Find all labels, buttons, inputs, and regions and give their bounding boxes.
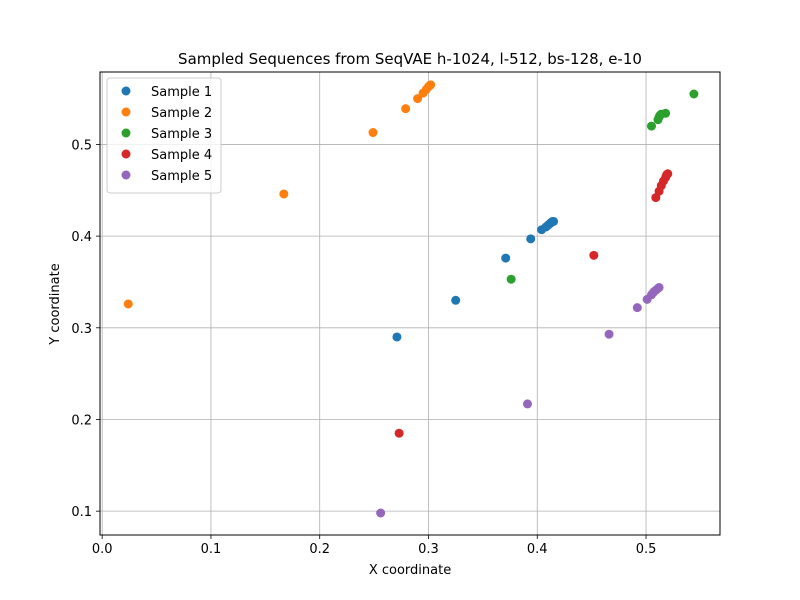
legend-label-sample-5: Sample 5 [151, 169, 212, 184]
legend-label-sample-4: Sample 4 [151, 148, 212, 163]
grid-lines [100, 72, 720, 535]
x-tick-label: 0.5 [636, 542, 657, 557]
data-point-sample-2 [413, 94, 423, 104]
axis-ticks: 0.0 0.1 0.2 0.3 0.4 0.5 0.1 0.2 0.3 0.4 0.5 [71, 138, 656, 557]
plot-frame [99, 71, 721, 536]
data-point-sample-5 [632, 303, 642, 313]
data-point-sample-5 [654, 282, 664, 292]
data-point-sample-4 [394, 428, 404, 438]
chart-title: Sampled Sequences from SeqVAE h-1024, l-… [178, 50, 642, 68]
legend-marker-sample-4 [121, 149, 131, 159]
x-tick-label: 0.4 [527, 542, 548, 557]
x-tick-label: 0.2 [309, 542, 330, 557]
data-point-sample-1 [451, 295, 461, 305]
data-point-sample-2 [426, 80, 436, 90]
data-point-sample-2 [279, 189, 289, 199]
data-point-sample-1 [501, 253, 511, 263]
data-point-sample-5 [522, 399, 532, 409]
data-point-sample-4 [589, 250, 599, 260]
data-point-sample-3 [646, 121, 656, 131]
x-tick-label: 0.3 [418, 542, 439, 557]
data-point-sample-2 [123, 299, 133, 309]
legend: Sample 1 Sample 2 Sample 3 Sample 4 Sample 5 [106, 77, 222, 194]
data-points [123, 80, 699, 518]
x-axis-label: X coordinate [369, 563, 451, 578]
x-tick-label: 0.0 [92, 542, 113, 557]
y-tick-label: 0.1 [71, 505, 92, 520]
data-point-sample-1 [526, 234, 536, 244]
data-point-sample-1 [392, 332, 402, 342]
y-tick-label: 0.4 [71, 230, 92, 245]
data-point-sample-5 [604, 329, 614, 339]
y-axis-label: Y coordinate [48, 263, 63, 345]
legend-box [106, 77, 222, 194]
data-point-sample-1 [549, 216, 559, 226]
data-point-sample-3 [661, 108, 671, 118]
legend-label-sample-2: Sample 2 [151, 106, 212, 121]
data-point-sample-3 [689, 89, 699, 99]
legend-marker-sample-1 [121, 86, 131, 96]
y-tick-label: 0.2 [71, 413, 92, 428]
y-tick-label: 0.5 [71, 138, 92, 153]
y-tick-label: 0.3 [71, 322, 92, 337]
data-point-sample-4 [663, 169, 673, 179]
legend-marker-sample-3 [121, 128, 131, 138]
data-point-sample-2 [401, 104, 411, 114]
legend-label-sample-3: Sample 3 [151, 127, 212, 142]
legend-label-sample-1: Sample 1 [151, 85, 212, 100]
data-point-sample-3 [506, 274, 516, 284]
data-point-sample-2 [368, 128, 378, 138]
data-point-sample-5 [376, 508, 386, 518]
legend-marker-sample-2 [121, 107, 131, 117]
x-tick-label: 0.1 [201, 542, 222, 557]
legend-marker-sample-5 [121, 170, 131, 180]
